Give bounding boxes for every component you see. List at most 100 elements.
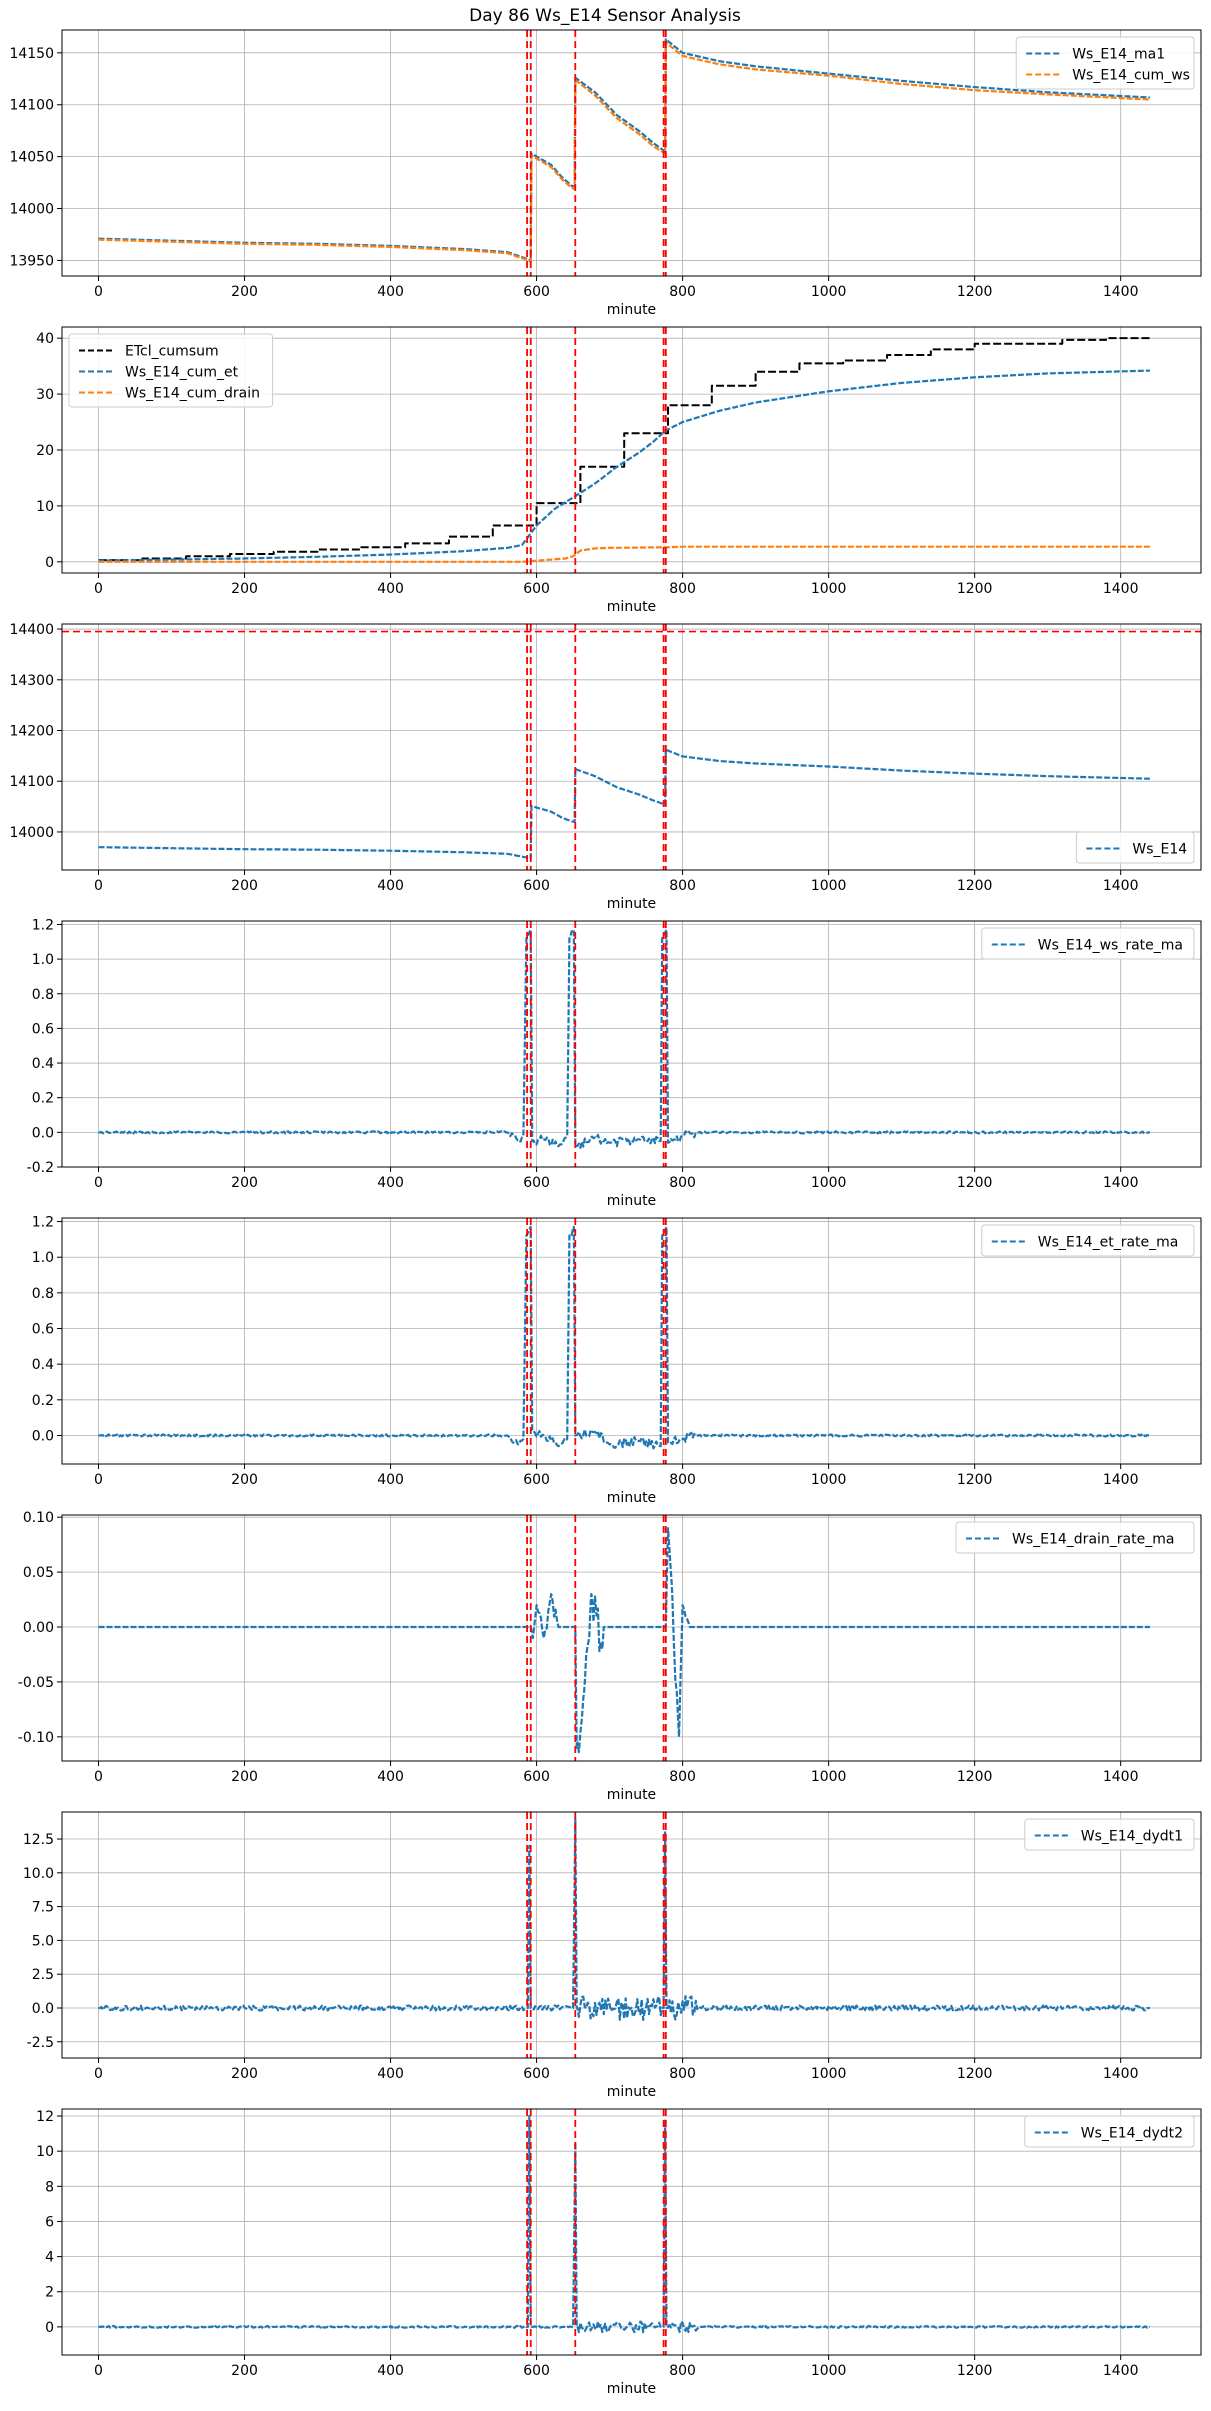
legend-box [981, 927, 1195, 960]
legend-box [1075, 831, 1195, 864]
x-tick-label: 1400 [1103, 581, 1139, 597]
series-line-Ws_E14_ws_rate_ma [98, 928, 1150, 1149]
axes-frame [61, 623, 1202, 871]
y-tick-label: 0.0 [32, 1125, 54, 1141]
x-tick-label: 1400 [1103, 2066, 1139, 2082]
y-tick-label: 0.05 [23, 1565, 54, 1581]
legend-label: Ws_E14_cum_et [125, 365, 239, 381]
x-tick-label: 400 [377, 2363, 404, 2379]
y-tick-label: 0.00 [23, 1620, 54, 1636]
legend-box [1024, 1818, 1195, 1851]
series-line-Ws_E14_cum_drain [98, 545, 1150, 563]
axes-frame [61, 29, 1202, 277]
x-tick-label: 800 [669, 878, 696, 894]
panel-6: 0 200 400 600 800 1000 1200 1400 -0.10 -0.05 0.00 0… [18, 1510, 1202, 1803]
x-tick-label: 1000 [811, 284, 847, 300]
legend: Ws_E14_et_rate_ma [981, 1224, 1195, 1257]
legend-label: Ws_E14_drain_rate_ma [1012, 1532, 1174, 1548]
legend-label: Ws_E14_cum_ws [1072, 68, 1190, 84]
plot-area [98, 1218, 1150, 1464]
x-tick-label: 1000 [811, 878, 847, 894]
x-tick-label: 400 [377, 878, 404, 894]
legend-label: ETcl_cumsum [125, 344, 219, 360]
series-line-Ws_E14_drain_rate_ma [98, 1527, 1150, 1754]
x-tick-label: 0 [94, 2363, 103, 2379]
x-tick-label: 600 [523, 1472, 550, 1488]
series-line-Ws_E14 [98, 748, 1150, 860]
x-tick-label: 200 [231, 1769, 258, 1785]
series-line-Ws_E14_et_rate_ma [98, 1225, 1150, 1450]
y-tick-label: 13950 [9, 253, 54, 269]
x-tick-label: 800 [669, 284, 696, 300]
plot-area [98, 1515, 1150, 1761]
legend: ETcl_cumsum Ws_E14_cum_et Ws_E14_cum_drain [68, 333, 274, 408]
x-axis-label: minute [607, 2381, 656, 2397]
x-tick-label: 800 [669, 2363, 696, 2379]
y-tick-label: 5.0 [32, 1933, 54, 1949]
x-axis-label: minute [607, 1490, 656, 1506]
y-tick-label: 0.2 [32, 1091, 54, 1107]
legend-label: Ws_E14 [1132, 842, 1187, 858]
axes-frame [61, 1217, 1202, 1465]
y-tick-label: 0.6 [32, 1322, 54, 1338]
y-tick-label: 0.0 [32, 2001, 54, 2017]
x-tick-label: 1000 [811, 581, 847, 597]
legend: Ws_E14_dydt1 [1024, 1818, 1195, 1851]
legend-box [981, 1224, 1195, 1257]
y-tick-label: -2.5 [27, 2035, 54, 2051]
x-tick-label: 200 [231, 581, 258, 597]
y-tick-label: 0.10 [23, 1510, 54, 1526]
axes-frame [61, 1811, 1202, 2059]
y-tick-label: 1.0 [32, 952, 54, 968]
x-tick-label: 600 [523, 2363, 550, 2379]
x-tick-label: 600 [523, 284, 550, 300]
legend-label: Ws_E14_ws_rate_ma [1038, 938, 1183, 954]
y-tick-label: 7.5 [32, 1900, 54, 1916]
x-tick-label: 1400 [1103, 878, 1139, 894]
panel-2: 0 200 400 600 800 1000 1200 1400 0 10 20 30 40 minute… [36, 326, 1202, 615]
series-line-Ws_E14_dydt2 [98, 2114, 1150, 2334]
panel-8: 0 200 400 600 800 1000 1200 1400 0 2 4 6 8 10 12 minute… [36, 2108, 1202, 2397]
plot-area [62, 624, 1201, 870]
y-tick-label: 14300 [9, 673, 54, 689]
panel-3: 0 200 400 600 800 1000 1200 1400 14000 14100 14200… [9, 622, 1202, 912]
x-tick-label: 1200 [957, 2066, 993, 2082]
x-axis-label: minute [607, 302, 656, 318]
y-tick-label: -0.10 [18, 1730, 54, 1746]
panel-1: 0 200 400 600 800 1000 1200 1400 13950 14000 14050… [9, 29, 1202, 318]
legend-box [955, 1521, 1195, 1554]
y-tick-label: 0.8 [32, 1286, 54, 1302]
y-tick-label: 2 [45, 2285, 54, 2301]
axes-frame [61, 2108, 1202, 2356]
y-tick-label: -0.2 [27, 1160, 54, 1176]
y-tick-label: 10 [36, 499, 54, 515]
axes-frame [61, 326, 1202, 574]
legend-label: Ws_E14_dydt2 [1081, 2126, 1183, 2142]
legend: Ws_E14_dydt2 [1024, 2115, 1195, 2148]
legend: Ws_E14_ws_rate_ma [981, 927, 1195, 960]
y-tick-label: 0 [45, 555, 54, 571]
y-tick-label: 8 [45, 2179, 54, 2195]
series-line-Ws_E14_ma1 [98, 38, 1150, 262]
plot-area [98, 327, 1150, 573]
y-tick-label: 0.0 [32, 1428, 54, 1444]
x-tick-label: 1200 [957, 1769, 993, 1785]
x-tick-label: 1400 [1103, 2363, 1139, 2379]
x-axis-label: minute [607, 896, 656, 912]
x-tick-label: 800 [669, 1472, 696, 1488]
x-tick-label: 0 [94, 284, 103, 300]
x-tick-label: 400 [377, 284, 404, 300]
y-tick-label: 14100 [9, 774, 54, 790]
y-tick-label: 14150 [9, 46, 54, 62]
y-tick-label: 40 [36, 331, 54, 347]
panel-5: 0 200 400 600 800 1000 1200 1400 0.0 0.2 0.4 0.6 0.8… [32, 1215, 1202, 1506]
legend-label: Ws_E14_et_rate_ma [1038, 1235, 1179, 1251]
x-tick-label: 800 [669, 2066, 696, 2082]
x-tick-label: 0 [94, 1472, 103, 1488]
x-tick-label: 0 [94, 878, 103, 894]
x-tick-label: 600 [523, 878, 550, 894]
x-tick-label: 200 [231, 2363, 258, 2379]
legend-box [1015, 36, 1195, 90]
x-tick-label: 400 [377, 2066, 404, 2082]
